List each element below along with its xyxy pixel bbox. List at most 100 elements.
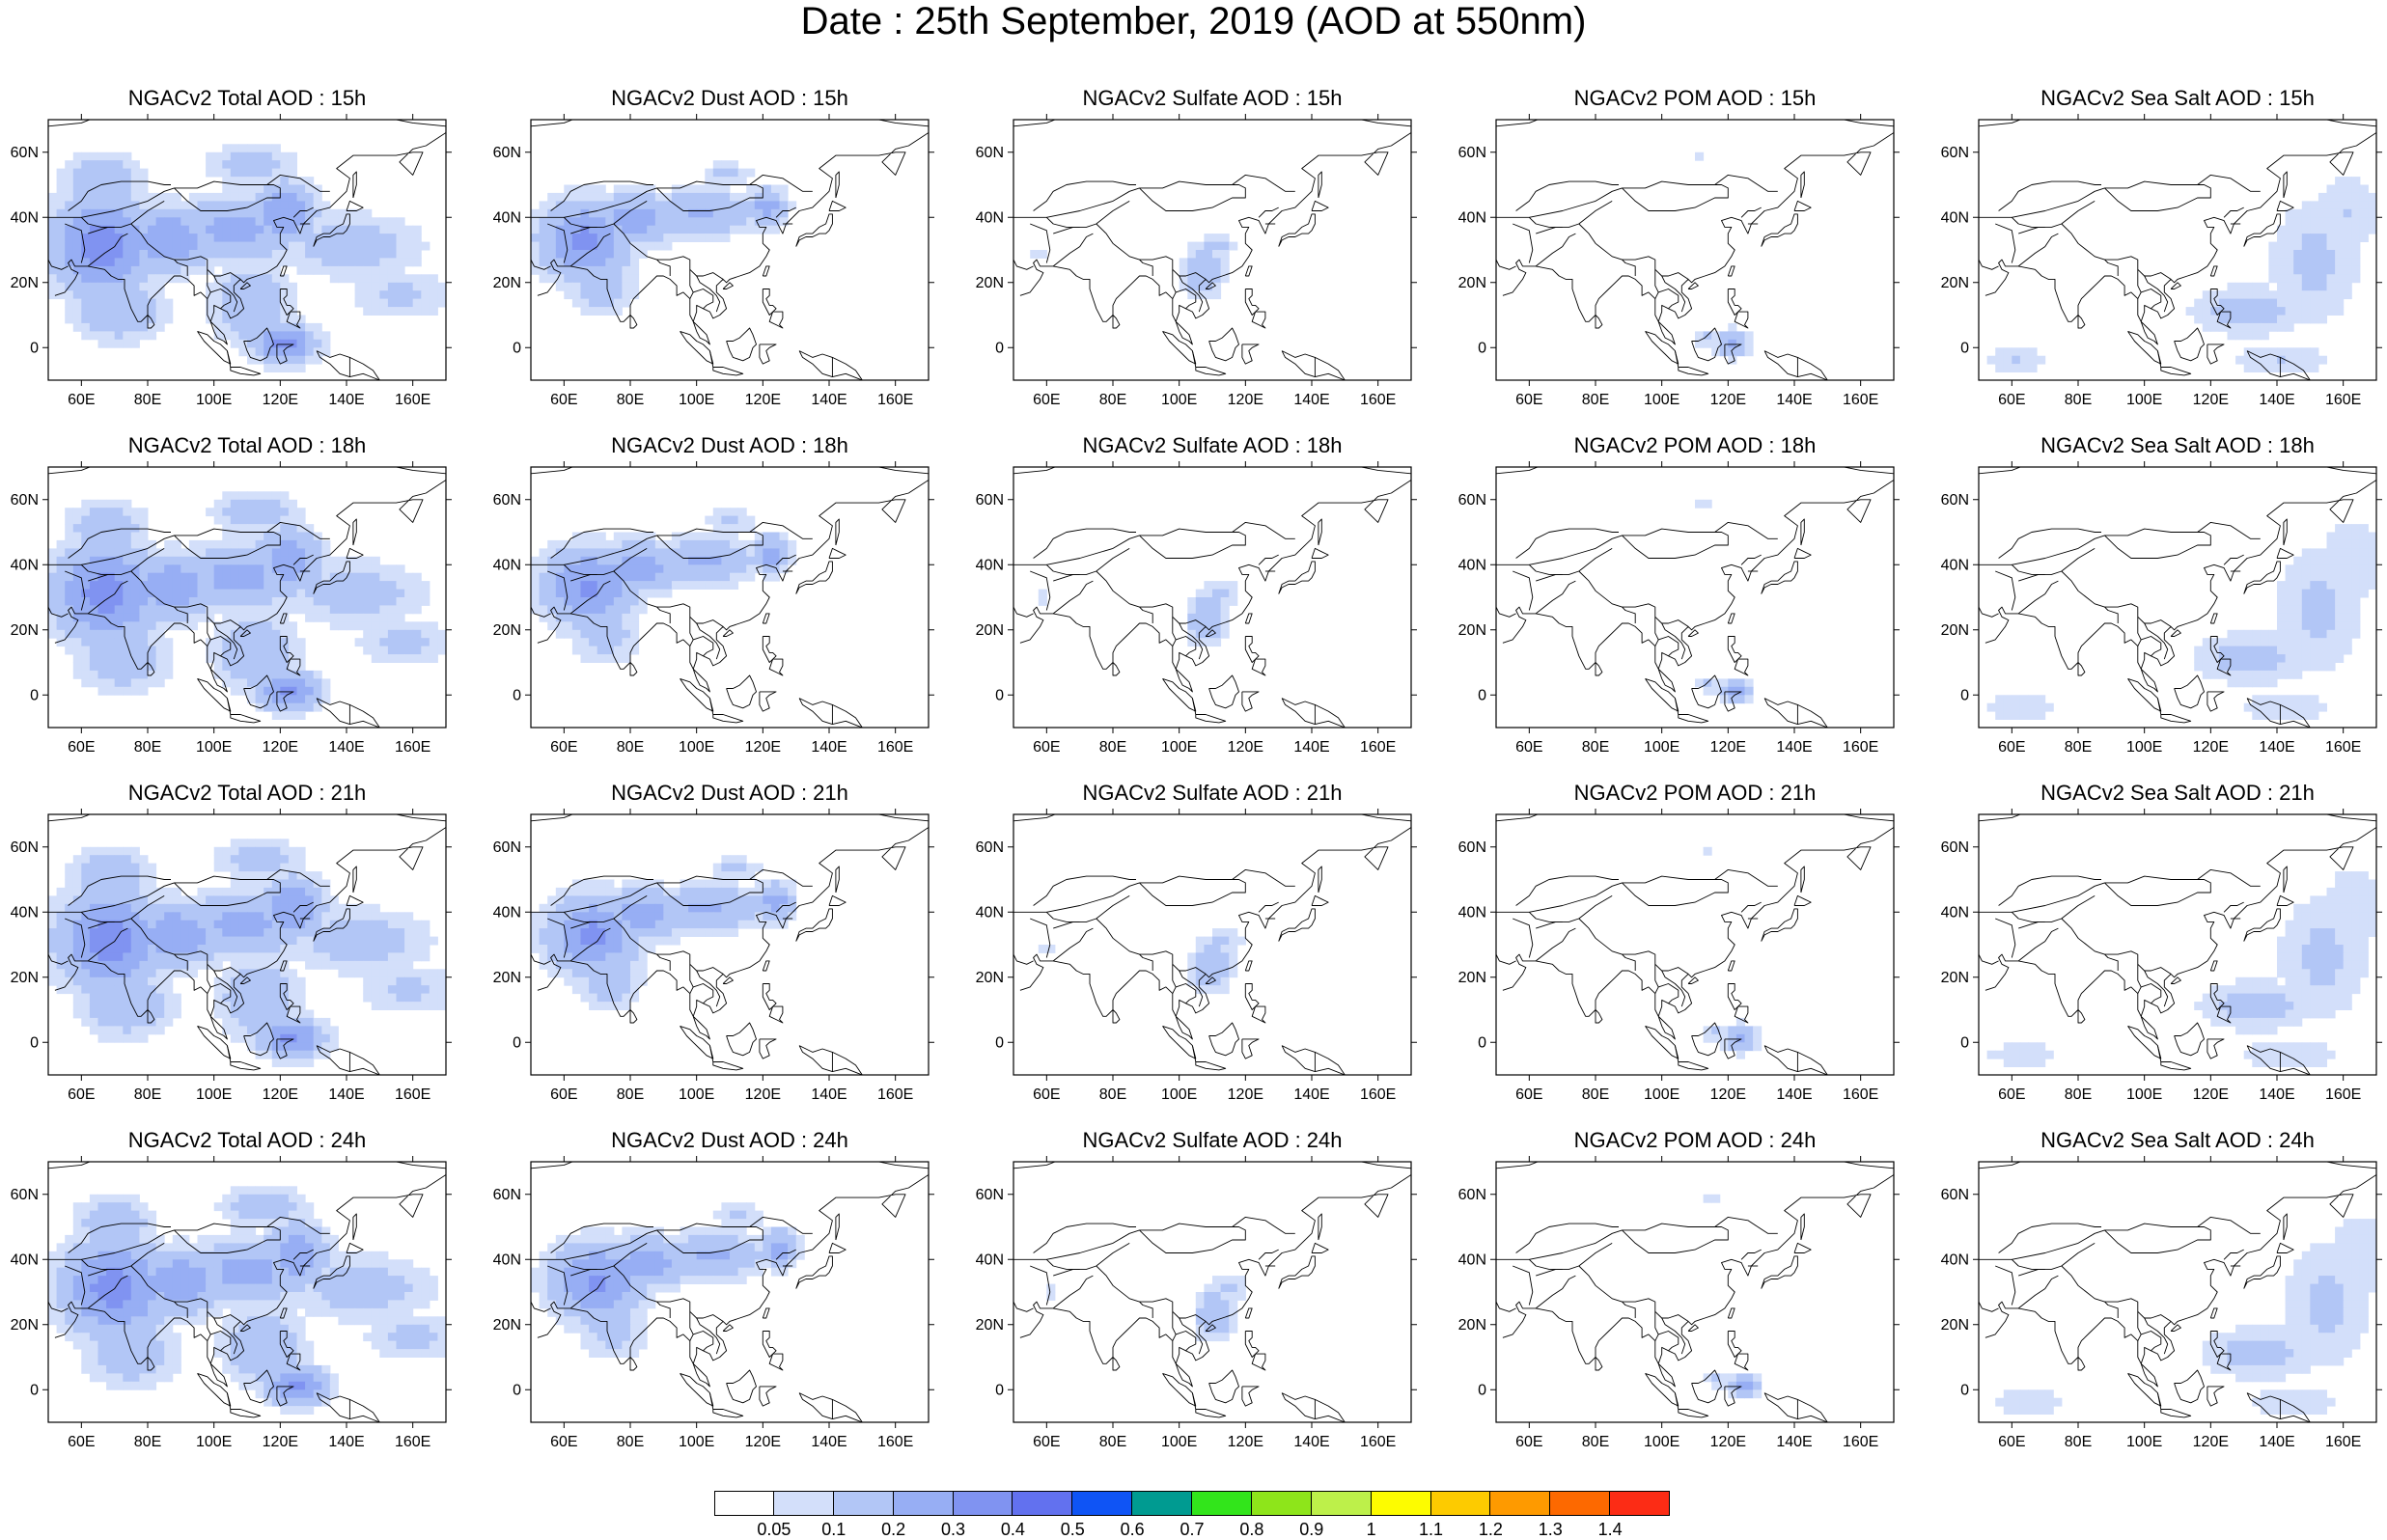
lon-tick-label: 140E	[328, 739, 364, 756]
lon-tick-label: 160E	[2325, 392, 2361, 408]
lon-tick-label: 160E	[395, 392, 430, 408]
lon-tick-label: 120E	[745, 1086, 781, 1103]
lon-tick-label: 80E	[134, 739, 161, 756]
lat-tick-label: 20N	[1941, 970, 1969, 986]
lon-tick-label: 120E	[263, 1434, 298, 1450]
lat-tick-label: 0	[1478, 687, 1486, 703]
lon-tick-label: 160E	[1843, 1434, 1878, 1450]
lon-tick-label: 100E	[196, 392, 232, 408]
lat-tick-label: 40N	[11, 209, 39, 226]
map-panel-dust-21h: NGACv2 Dust AOD : 21h 60E 80E 100E 120E 140E 1…	[490, 780, 973, 1127]
lat-tick-label: 20N	[976, 275, 1004, 291]
plot-frame	[1978, 466, 2377, 729]
aod-field	[1986, 177, 2376, 372]
lat-tick-label: 20N	[11, 970, 39, 986]
lon-tick-label: 160E	[1360, 1086, 1396, 1103]
aod-field	[48, 839, 446, 1067]
aod-map: 60E 80E 100E 120E 140E 160E 0 20N 40N 60N	[11, 1156, 452, 1450]
lon-tick-label: 120E	[1710, 739, 1746, 756]
coastlines	[1496, 1162, 1894, 1422]
lon-tick-label: 120E	[1710, 392, 1746, 408]
lon-tick-label: 160E	[2325, 1086, 2361, 1103]
lon-tick-label: 60E	[68, 1086, 95, 1103]
lon-tick-label: 60E	[1033, 392, 1060, 408]
lat-tick-label: 0	[995, 687, 1004, 703]
aod-map: 60E 80E 100E 120E 140E 160E 0 20N 40N 60N	[1458, 461, 1900, 756]
lon-tick-label: 120E	[2193, 1434, 2229, 1450]
lat-tick-label: 40N	[1941, 209, 1969, 226]
plot-frame	[1978, 813, 2377, 1076]
panel-title: NGACv2 Sulfate AOD : 21h	[1082, 781, 1343, 805]
aod-field	[1995, 1219, 2376, 1415]
lon-tick-label: 140E	[328, 1086, 364, 1103]
lon-tick-label: 140E	[1776, 1086, 1812, 1103]
lat-tick-label: 60N	[976, 1187, 1004, 1203]
lat-tick-label: 40N	[493, 904, 521, 921]
colorbar-swatch	[1251, 1491, 1312, 1516]
map-panel-pom-24h: NGACv2 POM AOD : 24h 60E 80E 100E 120E 140E 16…	[1456, 1127, 1938, 1474]
colorbar-swatch	[1371, 1491, 1431, 1516]
lon-tick-label: 60E	[1515, 392, 1542, 408]
panel-title: NGACv2 Dust AOD : 24h	[611, 1128, 848, 1152]
map-panel-total-18h: NGACv2 Total AOD : 18h 60E 80E 100E 120E 140E…	[8, 432, 490, 780]
aod-map: 60E 80E 100E 120E 140E 160E 0 20N 40N 60N	[493, 1156, 934, 1450]
lon-tick-label: 120E	[1228, 1434, 1263, 1450]
lon-tick-label: 80E	[2065, 739, 2092, 756]
lon-tick-label: 120E	[1228, 739, 1263, 756]
lat-tick-label: 20N	[976, 622, 1004, 639]
lon-tick-label: 100E	[1644, 1086, 1679, 1103]
lat-tick-label: 20N	[11, 622, 39, 639]
aod-field	[1703, 1194, 1762, 1399]
panel-title: NGACv2 Total AOD : 21h	[127, 781, 367, 805]
colorbar-label: 0.9	[1299, 1520, 1324, 1539]
lon-tick-label: 140E	[811, 739, 847, 756]
aod-field	[531, 855, 797, 1010]
plot-frame	[530, 1161, 930, 1423]
lat-tick-label: 20N	[11, 1317, 39, 1334]
map-panel-dust-15h: NGACv2 Dust AOD : 15h 60E 80E 100E 120E 140E 1…	[490, 85, 973, 432]
lat-tick-label: 0	[513, 340, 521, 356]
lon-tick-label: 140E	[1293, 392, 1329, 408]
plot-frame	[1013, 1161, 1412, 1423]
plot-frame	[530, 466, 930, 729]
lon-tick-label: 100E	[1644, 392, 1679, 408]
lat-tick-label: 60N	[976, 145, 1004, 161]
lon-tick-label: 120E	[2193, 739, 2229, 756]
lon-tick-label: 120E	[263, 739, 298, 756]
aod-field	[48, 1186, 446, 1415]
lon-tick-label: 120E	[1710, 1086, 1746, 1103]
lat-tick-label: 60N	[1941, 145, 1969, 161]
lon-tick-label: 140E	[2259, 1086, 2294, 1103]
aod-map: 60E 80E 100E 120E 140E 160E 0 20N 40N 60N	[1458, 809, 1900, 1103]
coastlines	[1496, 814, 1894, 1075]
lat-tick-label: 0	[1960, 340, 1969, 356]
aod-map: 60E 80E 100E 120E 140E 160E 0 20N 40N 60N	[1941, 1156, 2382, 1450]
map-panel-seasalt-21h: NGACv2 Sea Salt AOD : 21h 60E 80E 100E 120E 1…	[1938, 780, 2387, 1127]
lat-tick-label: 60N	[493, 145, 521, 161]
lon-tick-label: 120E	[745, 739, 781, 756]
lat-tick-label: 0	[513, 1382, 521, 1398]
coastlines	[1979, 467, 2376, 728]
lat-tick-label: 60N	[493, 839, 521, 856]
map-panel-seasalt-15h: NGACv2 Sea Salt AOD : 15h 60E 80E 100E 120E 1…	[1938, 85, 2387, 432]
panel-title: NGACv2 POM AOD : 18h	[1573, 433, 1817, 457]
lat-tick-label: 0	[513, 1034, 521, 1051]
lat-tick-label: 20N	[1941, 1317, 1969, 1334]
map-panel-sulfate-15h: NGACv2 Sulfate AOD : 15h 60E 80E 100E 120E 14…	[973, 85, 1456, 432]
lon-tick-label: 120E	[2193, 392, 2229, 408]
lat-tick-label: 40N	[1941, 557, 1969, 573]
lat-tick-label: 40N	[1458, 904, 1486, 921]
lat-tick-label: 60N	[11, 492, 39, 509]
map-panel-pom-21h: NGACv2 POM AOD : 21h 60E 80E 100E 120E 140E 16…	[1456, 780, 1938, 1127]
lat-tick-label: 40N	[1458, 557, 1486, 573]
lat-tick-label: 0	[1960, 1382, 1969, 1398]
lon-tick-label: 100E	[2126, 392, 2162, 408]
aod-field	[48, 491, 446, 720]
lat-tick-label: 0	[30, 687, 39, 703]
colorbar-label: 0.2	[881, 1520, 906, 1539]
aod-map: 60E 80E 100E 120E 140E 160E 0 20N 40N 60N	[493, 461, 934, 756]
map-panel-seasalt-24h: NGACv2 Sea Salt AOD : 24h 60E 80E 100E 120E 1…	[1938, 1127, 2387, 1474]
map-panel-dust-18h: NGACv2 Dust AOD : 18h 60E 80E 100E 120E 140E 1…	[490, 432, 973, 780]
colorbar-label: 0.4	[1000, 1520, 1025, 1539]
lat-tick-label: 0	[1478, 340, 1486, 356]
